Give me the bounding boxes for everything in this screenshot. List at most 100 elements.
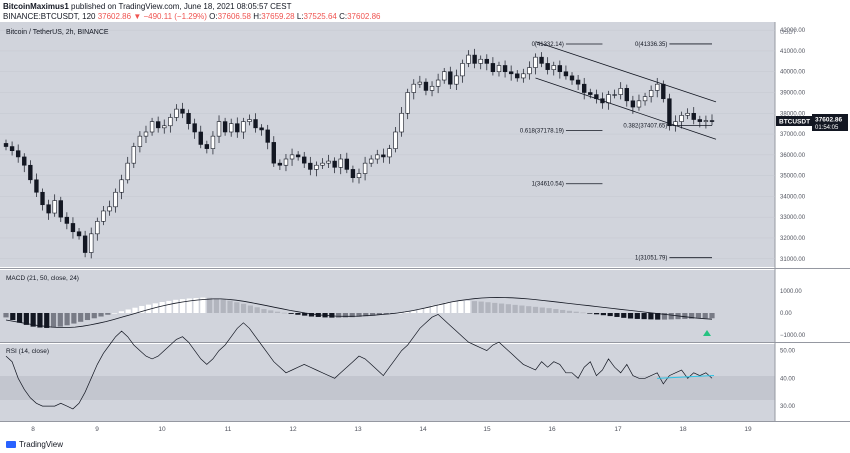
- candle[interactable]: [539, 56, 544, 64]
- candle[interactable]: [356, 173, 362, 179]
- candle[interactable]: [387, 148, 392, 158]
- candle[interactable]: [521, 73, 526, 79]
- candle[interactable]: [253, 119, 258, 129]
- candle[interactable]: [569, 75, 575, 81]
- candle[interactable]: [295, 154, 301, 158]
- candle[interactable]: [393, 131, 398, 149]
- candle[interactable]: [289, 154, 295, 160]
- candle[interactable]: [131, 146, 136, 164]
- candle[interactable]: [119, 179, 124, 193]
- candle[interactable]: [137, 135, 143, 147]
- candle[interactable]: [28, 164, 33, 181]
- candle[interactable]: [545, 63, 550, 70]
- candle[interactable]: [399, 112, 404, 133]
- candle[interactable]: [113, 191, 118, 208]
- candle[interactable]: [52, 200, 57, 214]
- candle[interactable]: [588, 92, 593, 95]
- candle[interactable]: [15, 150, 21, 158]
- candle[interactable]: [186, 112, 191, 124]
- candle[interactable]: [630, 100, 636, 108]
- candle[interactable]: [508, 71, 514, 75]
- candle[interactable]: [271, 142, 276, 164]
- candle[interactable]: [101, 210, 106, 222]
- channel-lower-line[interactable]: [535, 77, 717, 140]
- author-name[interactable]: BitcoinMaximus1: [3, 2, 69, 11]
- candle[interactable]: [247, 119, 252, 122]
- candle[interactable]: [302, 156, 307, 164]
- candle[interactable]: [174, 108, 179, 118]
- candle[interactable]: [155, 121, 161, 129]
- candle[interactable]: [259, 127, 264, 131]
- candle[interactable]: [95, 221, 100, 235]
- candle[interactable]: [551, 65, 556, 70]
- candle[interactable]: [368, 158, 374, 164]
- candle[interactable]: [350, 169, 356, 179]
- candle[interactable]: [89, 233, 94, 253]
- candle[interactable]: [557, 65, 563, 73]
- candle[interactable]: [472, 54, 477, 64]
- candle[interactable]: [107, 206, 112, 212]
- candle[interactable]: [655, 83, 660, 91]
- candle[interactable]: [423, 81, 429, 91]
- candle[interactable]: [375, 154, 380, 160]
- candle[interactable]: [618, 88, 623, 95]
- candle[interactable]: [277, 162, 283, 166]
- candle[interactable]: [332, 160, 337, 168]
- candle[interactable]: [362, 162, 368, 174]
- candle[interactable]: [636, 100, 642, 108]
- candle[interactable]: [691, 112, 696, 120]
- candle[interactable]: [308, 162, 313, 170]
- candle[interactable]: [241, 121, 246, 133]
- candle[interactable]: [76, 231, 82, 237]
- candle[interactable]: [703, 120, 709, 122]
- candle[interactable]: [216, 121, 222, 137]
- candle[interactable]: [210, 135, 216, 149]
- channel-upper-line[interactable]: [535, 41, 717, 103]
- candle[interactable]: [265, 129, 270, 143]
- candle[interactable]: [533, 56, 538, 68]
- candle[interactable]: [460, 63, 465, 77]
- candle[interactable]: [125, 162, 130, 181]
- rsi-trendline[interactable]: [657, 375, 715, 379]
- candle[interactable]: [229, 123, 234, 133]
- candle[interactable]: [381, 154, 386, 158]
- tradingview-logo[interactable]: TradingView: [6, 440, 63, 449]
- candle[interactable]: [180, 108, 185, 114]
- candle[interactable]: [22, 156, 27, 166]
- candle[interactable]: [198, 131, 203, 145]
- candle[interactable]: [162, 125, 167, 129]
- candle[interactable]: [502, 65, 508, 73]
- chart-container[interactable]: 0(41332.14) 0(41336.35) 0.618(37178.19) 0.3…: [0, 22, 850, 438]
- candle[interactable]: [58, 200, 63, 218]
- candle[interactable]: [582, 83, 587, 93]
- btc-chart[interactable]: 0(41332.14) 0(41336.35) 0.618(37178.19) 0.3…: [0, 22, 850, 438]
- candle[interactable]: [143, 131, 149, 137]
- candle[interactable]: [338, 158, 343, 168]
- candle[interactable]: [685, 112, 690, 116]
- candle[interactable]: [429, 85, 435, 91]
- candle[interactable]: [314, 164, 319, 170]
- candle[interactable]: [3, 143, 9, 147]
- candle[interactable]: [496, 65, 502, 73]
- candle[interactable]: [235, 123, 240, 133]
- candle[interactable]: [283, 158, 289, 166]
- candle[interactable]: [9, 146, 15, 151]
- candle[interactable]: [709, 120, 715, 122]
- candle[interactable]: [40, 191, 45, 206]
- candle[interactable]: [667, 98, 672, 127]
- candle[interactable]: [466, 54, 471, 64]
- candle[interactable]: [417, 81, 423, 85]
- candle[interactable]: [454, 75, 459, 85]
- candle[interactable]: [46, 204, 51, 214]
- candle[interactable]: [575, 79, 581, 85]
- candle[interactable]: [192, 123, 197, 133]
- candle[interactable]: [679, 115, 684, 122]
- candle[interactable]: [320, 162, 325, 166]
- candle[interactable]: [405, 92, 410, 114]
- candle[interactable]: [478, 58, 483, 64]
- candle[interactable]: [34, 179, 39, 193]
- rsi-line[interactable]: [5, 313, 713, 410]
- candle[interactable]: [624, 88, 629, 102]
- candle[interactable]: [70, 223, 76, 233]
- candle[interactable]: [448, 71, 453, 85]
